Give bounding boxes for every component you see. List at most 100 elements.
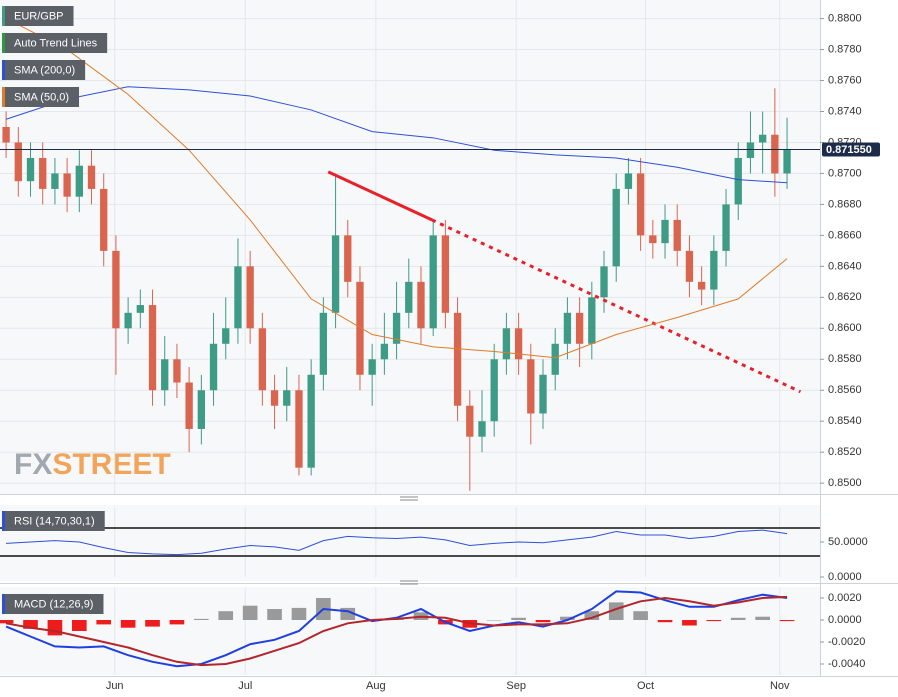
candle-body	[624, 173, 633, 189]
watermark: FXSTREET	[14, 448, 171, 481]
candle-body	[661, 219, 669, 244]
candle-body	[466, 405, 474, 437]
legend-item: SMA (50,0)	[2, 87, 80, 107]
macd-histogram-bar	[96, 620, 112, 625]
candle-body	[746, 142, 755, 158]
candle-body	[295, 390, 303, 468]
x-tick-label: Oct	[637, 680, 654, 692]
x-tick-label: Aug	[366, 680, 386, 692]
resize-handle[interactable]	[400, 496, 418, 501]
y-tick-label: 0.8600	[828, 322, 862, 334]
legend-swatch	[2, 60, 5, 80]
y-tick-label: 0.8760	[828, 74, 862, 86]
y-tick-label: 0.8620	[828, 291, 862, 303]
candle-body	[722, 204, 730, 251]
macd-histogram-bar	[71, 620, 87, 631]
x-tick-label: Jul	[238, 680, 252, 692]
macd-histogram-bar	[120, 620, 136, 628]
legend-swatch	[2, 594, 5, 614]
candle-body	[783, 149, 791, 174]
macd-histogram-bar	[291, 607, 307, 620]
y-tick-label: 0.8580	[828, 353, 862, 365]
candle-body	[39, 157, 47, 189]
legend-item: MACD (12,26,9)	[2, 594, 104, 614]
y-tick-label: 50.0000	[828, 536, 868, 548]
candle-body	[319, 312, 328, 375]
candle-body	[283, 390, 291, 406]
macd-histogram-bar	[535, 620, 551, 623]
legend-box	[2, 60, 86, 80]
candle-body	[124, 312, 132, 329]
legend-box	[2, 33, 108, 53]
macd-histogram-bar	[0, 620, 14, 624]
legend-item: EUR/GBP	[2, 6, 74, 26]
grid-layer	[0, 0, 824, 675]
y-tick-label: 0.8780	[828, 43, 862, 55]
candle-body	[429, 235, 437, 329]
watermark-suffix: STREET	[52, 448, 170, 481]
candle-body	[392, 312, 401, 344]
macd-histogram-bar	[23, 620, 38, 629]
main-plot-bg	[0, 0, 820, 494]
candle-body	[258, 328, 267, 391]
legend-label: RSI (14,70,30,1)	[14, 515, 95, 527]
candle-body	[649, 235, 657, 244]
y-tick-label: 0.8540	[828, 415, 862, 427]
candle-body	[636, 173, 645, 236]
legend-label: Auto Trend Lines	[14, 37, 98, 49]
legend-label: EUR/GBP	[14, 10, 64, 22]
macd-histogram-bar	[560, 616, 575, 620]
rsi-plot-bg	[0, 505, 820, 581]
watermark-prefix: FX	[14, 448, 52, 481]
legend-label: MACD (12,26,9)	[14, 598, 93, 610]
candle-body	[453, 312, 462, 406]
candle-body	[344, 235, 352, 282]
candle-body	[368, 359, 376, 375]
candle-body	[209, 343, 218, 391]
y-tick-label: 0.8660	[828, 229, 862, 241]
candle-body	[380, 343, 389, 360]
macd-histogram-bar	[145, 620, 160, 627]
signal-line	[5, 595, 788, 667]
y-tick-label: 0.0020	[828, 592, 862, 604]
marks-layer	[0, 18, 820, 668]
candle-body	[173, 359, 181, 383]
legend-swatch	[2, 87, 5, 107]
candle-body	[600, 266, 608, 298]
candle-body	[417, 281, 425, 329]
candle-body	[2, 126, 10, 143]
macd-histogram-bar	[169, 620, 185, 625]
y-tick-label: 0.8680	[828, 198, 862, 210]
y-tick-label: 0.8500	[828, 477, 862, 489]
candle-body	[161, 359, 169, 391]
y-tick-label: 0.0000	[828, 614, 862, 626]
macd-histogram-bar	[584, 611, 600, 620]
candle-body	[136, 305, 144, 313]
candle-body	[563, 312, 572, 344]
candle-body	[14, 142, 22, 182]
trend-line	[327, 170, 433, 222]
macd-line	[5, 590, 788, 668]
macd-histogram-bar	[657, 620, 673, 623]
candle-body	[356, 281, 364, 375]
legend-label: SMA (50,0)	[14, 91, 69, 103]
x-tick-label: Nov	[770, 680, 790, 692]
macd-plot-bg	[0, 587, 820, 675]
macd-histogram-bar	[511, 617, 526, 620]
candle-body	[51, 173, 59, 189]
legend-label: SMA (200,0)	[14, 64, 75, 76]
y-tick-label: 0.0000	[828, 571, 862, 583]
y-tick-label: -0.0040	[828, 658, 865, 670]
rsi-line	[6, 529, 788, 556]
resize-handle[interactable]	[400, 580, 418, 585]
candle-body	[612, 188, 620, 267]
candle-body	[100, 188, 108, 251]
candle-body	[148, 305, 157, 391]
candle-body	[575, 312, 584, 344]
candle-body	[270, 390, 279, 406]
candle-body	[539, 374, 547, 414]
candle-body	[502, 328, 511, 360]
macd-histogram-bar	[755, 616, 770, 620]
candle-body	[405, 281, 413, 313]
